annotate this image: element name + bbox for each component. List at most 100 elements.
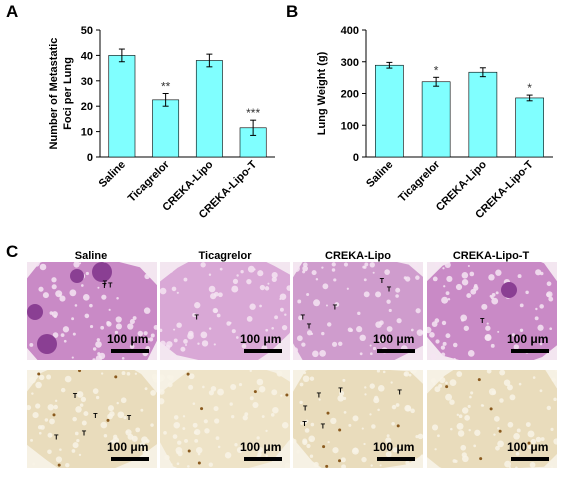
panel-label-b: B: [286, 2, 299, 21]
alveolus: [144, 273, 150, 280]
alveolus: [62, 326, 70, 333]
alveolus: [373, 397, 380, 404]
alveolus: [497, 330, 500, 333]
alveolus: [249, 370, 252, 373]
alveolus: [176, 462, 180, 466]
alveolus: [386, 326, 393, 332]
alveolus: [363, 278, 367, 282]
alveolus: [503, 379, 511, 386]
alveolus: [121, 357, 125, 360]
alveolus: [238, 383, 243, 387]
alveolus: [450, 427, 453, 431]
alveolus: [555, 370, 557, 373]
alveolus: [69, 289, 77, 297]
alveolus: [441, 296, 449, 304]
alveolus: [452, 342, 458, 348]
alveolus: [484, 334, 492, 341]
alveolus: [346, 287, 349, 290]
tumor-marker: T: [73, 393, 78, 400]
histology-col-title-saline: Saline: [74, 250, 108, 262]
y-axis-title: Lung Weight (g): [316, 51, 328, 135]
alveolus: [173, 338, 178, 343]
alveolus: [113, 434, 118, 439]
alveolus: [453, 358, 456, 360]
alveolus: [364, 386, 367, 389]
scale-bar-label: 100 μm: [507, 332, 549, 346]
alveolus: [467, 264, 470, 268]
alveolus: [546, 291, 553, 298]
alveolus: [259, 304, 262, 308]
alveolus: [106, 321, 112, 327]
y-tick-label: 200: [341, 89, 359, 101]
tumor-marker: T: [380, 278, 385, 285]
alveolus: [437, 434, 440, 438]
alveolus: [52, 332, 59, 338]
alveolus: [525, 422, 531, 427]
alveolus: [81, 420, 87, 426]
alveolus: [150, 423, 154, 427]
alveolus: [140, 408, 144, 412]
alveolus: [240, 270, 244, 274]
alveolus: [404, 404, 412, 412]
alveolus: [55, 290, 63, 298]
alveolus: [49, 311, 54, 315]
alveolus: [535, 436, 542, 443]
alveolus: [208, 462, 214, 467]
alveolus: [71, 449, 76, 453]
alveolus: [441, 320, 447, 326]
alveolus: [488, 274, 495, 281]
alveolus: [466, 293, 472, 299]
alveolus: [302, 375, 310, 383]
alveolus: [430, 378, 437, 384]
scale-bar-label: 100 μm: [240, 332, 282, 346]
scale-bar-label: 100 μm: [107, 332, 149, 346]
alveolus: [435, 339, 440, 344]
alveolus: [369, 413, 372, 416]
alveolus: [194, 428, 201, 436]
alveolus: [194, 438, 199, 443]
stained-spot: [253, 390, 257, 394]
significance-mark: ***: [246, 106, 260, 120]
alveolus: [369, 352, 373, 356]
alveolus: [332, 447, 339, 454]
stained-spot: [396, 424, 400, 428]
alveolus: [281, 324, 288, 331]
alveolus: [431, 424, 439, 431]
alveolus: [27, 404, 32, 411]
alveolus: [257, 446, 264, 453]
alveolus: [387, 448, 390, 452]
alveolus: [242, 415, 248, 421]
alveolus: [208, 285, 216, 293]
alveolus: [217, 445, 221, 449]
alveolus: [286, 285, 290, 291]
alveolus: [363, 291, 370, 298]
stained-spot: [52, 413, 56, 417]
alveolus: [470, 391, 474, 395]
tumor-marker: T: [82, 431, 87, 438]
alveolus: [461, 279, 469, 286]
alveolus: [369, 262, 375, 268]
alveolus: [458, 414, 463, 419]
alveolus: [416, 329, 423, 336]
alveolus: [98, 352, 106, 360]
alveolus: [160, 328, 163, 333]
alveolus: [339, 390, 345, 396]
alveolus: [284, 313, 287, 316]
alveolus: [148, 337, 154, 342]
histology-image: [160, 370, 290, 468]
stained-spot: [527, 441, 531, 445]
alveolus: [194, 302, 201, 309]
alveolus: [527, 444, 533, 450]
alveolus: [311, 270, 317, 276]
alveolus: [65, 462, 70, 468]
alveolus: [150, 356, 153, 360]
alveolus: [265, 429, 268, 433]
alveolus: [302, 265, 309, 272]
alveolus: [313, 461, 319, 468]
scale-bar-label: 100 μm: [507, 440, 549, 454]
alveolus: [312, 350, 319, 358]
alveolus: [333, 278, 337, 282]
histology-col-title-creka-lipo: CREKA-Lipo: [325, 250, 391, 262]
tumor-marker: T: [102, 283, 107, 290]
tissue: [160, 370, 290, 468]
